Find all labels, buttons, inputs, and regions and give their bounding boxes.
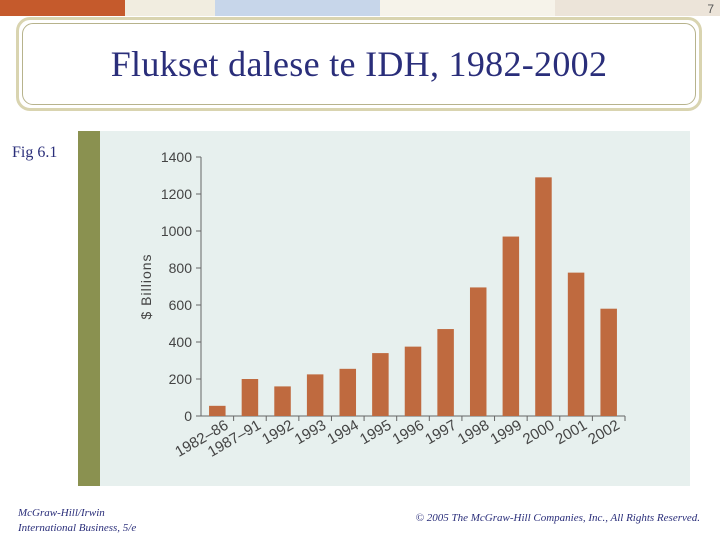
bar — [274, 386, 291, 416]
bar — [437, 329, 454, 416]
x-tick-label: 1996 — [390, 417, 427, 448]
bar — [535, 177, 552, 416]
y-tick-label: 400 — [169, 334, 193, 350]
y-tick-label: 1400 — [161, 149, 192, 165]
footer-publisher-line1: McGraw-Hill/Irwin — [18, 507, 105, 519]
bar — [469, 287, 487, 416]
bar — [241, 379, 259, 416]
x-tick-label: 2001 — [553, 417, 590, 448]
chart-panel — [78, 131, 690, 486]
slide-number: 7 — [707, 2, 714, 16]
bar — [502, 236, 520, 416]
title-box-inner-border — [22, 23, 696, 105]
x-tick-label: 1997 — [422, 417, 459, 448]
x-tick-label: 1999 — [487, 417, 524, 448]
footer-publisher: McGraw-Hill/Irwin International Business… — [18, 506, 136, 536]
bar — [306, 374, 324, 416]
x-tick-label: 2002 — [585, 417, 622, 448]
top-accent-bar-1 — [0, 0, 125, 16]
y-tick-label: 0 — [184, 408, 192, 424]
bar — [600, 308, 617, 416]
title-box: Flukset dalese te IDH, 1982-2002 — [16, 17, 702, 111]
y-tick-label: 200 — [169, 371, 193, 387]
y-axis-label: $ Billions — [138, 253, 154, 319]
x-tick-label: 1998 — [455, 417, 492, 448]
top-accent-bar-2 — [125, 0, 215, 16]
top-accent-bar-3 — [215, 0, 380, 16]
bar — [372, 353, 389, 416]
top-accent-bar-4 — [380, 0, 555, 16]
y-tick-label: 1000 — [161, 223, 192, 239]
bar — [567, 272, 585, 416]
y-tick-label: 600 — [169, 297, 193, 313]
x-tick-label: 1992 — [259, 417, 296, 448]
x-tick-label: 2000 — [520, 417, 557, 448]
y-tick-label: 1200 — [161, 186, 192, 202]
slide-title: Flukset dalese te IDH, 1982-2002 — [110, 44, 608, 84]
x-tick-label: 1995 — [357, 417, 394, 448]
footer-publisher-line2: International Business, 5/e — [18, 522, 137, 534]
y-tick-label: 800 — [169, 260, 193, 276]
top-accent-bar-5 — [555, 0, 720, 16]
figure-label: Fig 6.1 — [12, 144, 58, 161]
bar — [339, 368, 357, 416]
x-tick-label: 1993 — [292, 417, 329, 448]
footer-copyright: © 2005 The McGraw-Hill Companies, Inc., … — [415, 512, 700, 524]
bar — [209, 405, 226, 416]
chart-accent-strip — [78, 131, 100, 486]
x-tick-label: 1994 — [324, 417, 361, 448]
bar — [404, 346, 422, 416]
